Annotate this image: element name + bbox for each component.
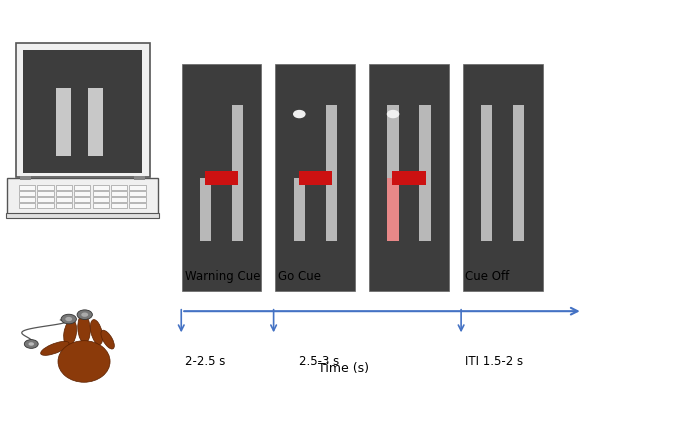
- Ellipse shape: [90, 319, 103, 345]
- FancyBboxPatch shape: [419, 105, 430, 241]
- FancyBboxPatch shape: [294, 178, 305, 241]
- FancyBboxPatch shape: [19, 203, 35, 208]
- Circle shape: [77, 310, 92, 319]
- FancyBboxPatch shape: [181, 64, 262, 291]
- FancyBboxPatch shape: [481, 105, 492, 241]
- FancyBboxPatch shape: [37, 197, 54, 202]
- Text: 2-2.5 s: 2-2.5 s: [186, 355, 226, 368]
- FancyBboxPatch shape: [111, 197, 127, 202]
- FancyBboxPatch shape: [19, 197, 35, 202]
- Text: ITI 1.5-2 s: ITI 1.5-2 s: [465, 355, 523, 368]
- FancyBboxPatch shape: [37, 203, 54, 208]
- FancyBboxPatch shape: [111, 203, 127, 208]
- Ellipse shape: [41, 342, 69, 355]
- FancyBboxPatch shape: [6, 213, 159, 218]
- FancyBboxPatch shape: [19, 191, 35, 196]
- Text: 2.5-3 s: 2.5-3 s: [299, 355, 339, 368]
- FancyBboxPatch shape: [232, 105, 243, 241]
- Circle shape: [294, 111, 305, 117]
- Text: Warning Cue: Warning Cue: [186, 270, 261, 283]
- FancyBboxPatch shape: [463, 64, 542, 291]
- FancyBboxPatch shape: [74, 197, 90, 202]
- FancyBboxPatch shape: [74, 203, 90, 208]
- FancyBboxPatch shape: [74, 185, 90, 190]
- FancyBboxPatch shape: [23, 50, 142, 172]
- FancyBboxPatch shape: [56, 203, 72, 208]
- FancyBboxPatch shape: [130, 203, 146, 208]
- FancyBboxPatch shape: [200, 178, 211, 241]
- Circle shape: [388, 111, 398, 117]
- FancyBboxPatch shape: [88, 88, 103, 156]
- FancyBboxPatch shape: [388, 178, 398, 241]
- FancyBboxPatch shape: [37, 191, 54, 196]
- Ellipse shape: [78, 315, 90, 343]
- FancyBboxPatch shape: [392, 171, 426, 185]
- FancyBboxPatch shape: [326, 105, 337, 241]
- FancyBboxPatch shape: [275, 64, 355, 291]
- Circle shape: [25, 340, 38, 348]
- Circle shape: [65, 317, 72, 321]
- FancyBboxPatch shape: [134, 175, 146, 180]
- Ellipse shape: [58, 341, 110, 382]
- FancyBboxPatch shape: [130, 197, 146, 202]
- FancyBboxPatch shape: [7, 178, 158, 214]
- FancyBboxPatch shape: [74, 191, 90, 196]
- FancyBboxPatch shape: [19, 185, 35, 190]
- Text: Cue Off: Cue Off: [465, 270, 509, 283]
- FancyBboxPatch shape: [298, 171, 332, 185]
- Text: Go Cue: Go Cue: [278, 270, 321, 283]
- FancyBboxPatch shape: [205, 171, 238, 185]
- FancyBboxPatch shape: [56, 197, 72, 202]
- Circle shape: [61, 314, 76, 324]
- FancyBboxPatch shape: [56, 191, 72, 196]
- FancyBboxPatch shape: [130, 191, 146, 196]
- FancyBboxPatch shape: [37, 185, 54, 190]
- Ellipse shape: [64, 320, 76, 346]
- FancyBboxPatch shape: [92, 185, 109, 190]
- FancyBboxPatch shape: [56, 88, 71, 156]
- Circle shape: [81, 312, 88, 317]
- FancyBboxPatch shape: [56, 185, 72, 190]
- FancyBboxPatch shape: [92, 191, 109, 196]
- Circle shape: [29, 342, 34, 346]
- FancyBboxPatch shape: [111, 185, 127, 190]
- Ellipse shape: [101, 330, 114, 349]
- FancyBboxPatch shape: [111, 191, 127, 196]
- Text: Time (s): Time (s): [318, 361, 369, 374]
- FancyBboxPatch shape: [130, 185, 146, 190]
- FancyBboxPatch shape: [20, 175, 31, 180]
- FancyBboxPatch shape: [92, 197, 109, 202]
- FancyBboxPatch shape: [388, 105, 398, 178]
- FancyBboxPatch shape: [92, 203, 109, 208]
- FancyBboxPatch shape: [513, 105, 524, 241]
- FancyBboxPatch shape: [369, 64, 449, 291]
- FancyBboxPatch shape: [15, 43, 150, 177]
